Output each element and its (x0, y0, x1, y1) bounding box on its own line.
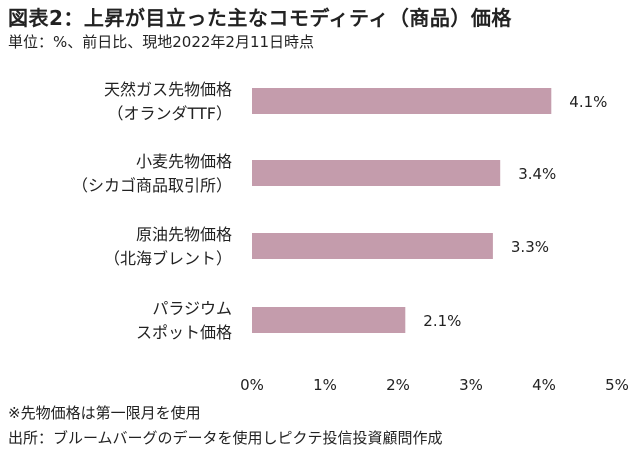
bar-2 (252, 233, 493, 259)
bar-0 (252, 88, 552, 114)
bar-1 (252, 160, 501, 186)
chart-title: 図表2：上昇が目立った主なコモディティ（商品）価格 (8, 6, 512, 30)
chart-subtitle: 単位：%、前日比、現地2022年2月11日時点 (8, 33, 315, 51)
category-label-line: （オランダTTF） (108, 104, 232, 123)
category-label-2: 原油先物価格 （北海ブレント） (104, 225, 232, 268)
category-label-line: 小麦先物価格 (136, 152, 232, 171)
category-label-line: （北海ブレント） (104, 249, 232, 268)
x-tick-label-1: 1% (313, 376, 337, 394)
x-tick-label-3: 3% (459, 376, 483, 394)
source-note: 出所：ブルームバーグのデータを使用しピクテ投信投資顧問作成 (8, 429, 443, 447)
category-label-1: 小麦先物価格 （シカゴ商品取引所） (72, 152, 232, 195)
x-tick-label-4: 4% (532, 376, 556, 394)
value-label-0: 4.1% (569, 93, 607, 111)
footnote: ※先物価格は第一限月を使用 (8, 404, 201, 422)
category-label-line: パラジウム (152, 299, 232, 318)
value-label-1: 3.4% (518, 165, 556, 183)
x-tick-label-2: 2% (386, 376, 410, 394)
category-label-0: 天然ガス先物価格 （オランダTTF） (104, 80, 232, 123)
x-tick-label-0: 0% (240, 376, 264, 394)
category-label-3: パラジウムスポット価格 (136, 299, 232, 342)
category-label-line: 天然ガス先物価格 (104, 80, 232, 99)
x-tick-label-5: 5% (605, 376, 629, 394)
category-label-line: スポット価格 (136, 323, 232, 342)
category-label-line: 原油先物価格 (136, 225, 232, 244)
category-label-line: （シカゴ商品取引所） (72, 176, 232, 195)
value-label-3: 2.1% (423, 312, 461, 330)
bar-3 (252, 307, 406, 333)
value-label-2: 3.3% (511, 238, 549, 256)
